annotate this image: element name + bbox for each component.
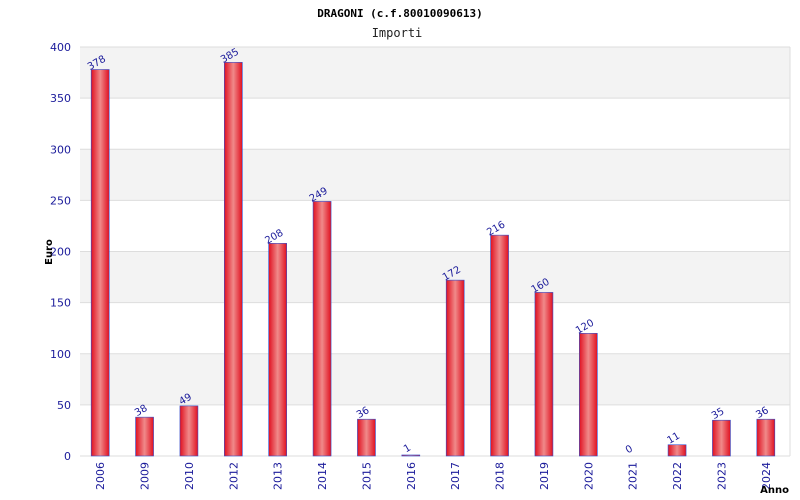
x-axis-label: Anno — [760, 485, 789, 496]
bar — [712, 419, 731, 457]
grid-band — [80, 353, 790, 405]
x-tick-label: 2022 — [671, 462, 684, 490]
bar — [312, 201, 332, 457]
y-axis-ticks: 0 50 100 150 200 250 300 350 400 — [50, 41, 71, 463]
chart-title: DRAGONI (c.f.80010090613) — [317, 7, 483, 20]
y-tick-label: 150 — [50, 297, 71, 310]
bar — [224, 62, 243, 457]
bar — [401, 454, 421, 457]
x-tick-label: 2023 — [715, 462, 728, 490]
y-tick-label: 400 — [50, 41, 71, 54]
x-tick-label: 2020 — [582, 462, 595, 490]
bar — [534, 292, 554, 457]
x-tick-label: 2009 — [139, 462, 152, 490]
x-tick-label: 2016 — [405, 462, 418, 490]
bar-value-label: 38 — [133, 403, 150, 419]
grid-band — [80, 251, 790, 303]
x-tick-label: 2014 — [316, 462, 329, 490]
x-tick-label: 2024 — [760, 462, 773, 490]
bar-value-label: 36 — [754, 405, 771, 421]
grid-band — [80, 47, 790, 99]
bar — [135, 416, 154, 457]
x-tick-label: 2017 — [449, 462, 462, 490]
y-tick-label: 300 — [50, 143, 71, 156]
bar — [756, 418, 776, 457]
bar — [667, 444, 687, 457]
x-axis-ticks: 2006 2009 2010 2012 2013 2014 2015 2016 2017 2018… — [94, 462, 773, 490]
bar — [179, 405, 199, 457]
x-tick-label: 2010 — [183, 462, 196, 490]
bar — [579, 332, 598, 457]
x-tick-label: 2006 — [94, 462, 107, 490]
bar-value-label: 1 — [402, 442, 413, 455]
y-tick-label: 0 — [64, 450, 71, 463]
y-tick-label: 250 — [50, 194, 71, 207]
x-tick-label: 2012 — [227, 462, 240, 490]
bar-value-label: 49 — [177, 392, 194, 408]
bar-value-label: 36 — [355, 405, 372, 421]
x-tick-label: 2021 — [627, 462, 640, 490]
x-tick-label: 2013 — [272, 462, 285, 490]
x-tick-label: 2019 — [538, 462, 551, 490]
y-axis-label: Euro — [44, 239, 55, 265]
grid-bands — [80, 47, 790, 405]
y-tick-label: 350 — [50, 92, 71, 105]
bar — [357, 418, 376, 457]
bar — [90, 69, 110, 457]
bar-value-label: 35 — [710, 406, 727, 422]
chart-subtitle: Importi — [372, 26, 423, 40]
bar-value-label: 0 — [624, 443, 635, 456]
y-tick-label: 200 — [50, 246, 71, 259]
x-tick-label: 2015 — [360, 462, 373, 490]
x-tick-label: 2018 — [494, 462, 507, 490]
bar — [445, 279, 465, 457]
bar — [490, 234, 509, 457]
bar — [268, 243, 287, 457]
y-tick-label: 100 — [50, 348, 71, 361]
grid-band — [80, 149, 790, 201]
y-tick-label: 50 — [57, 399, 71, 412]
gridlines — [80, 46, 791, 457]
bar-value-label: 11 — [666, 431, 683, 447]
